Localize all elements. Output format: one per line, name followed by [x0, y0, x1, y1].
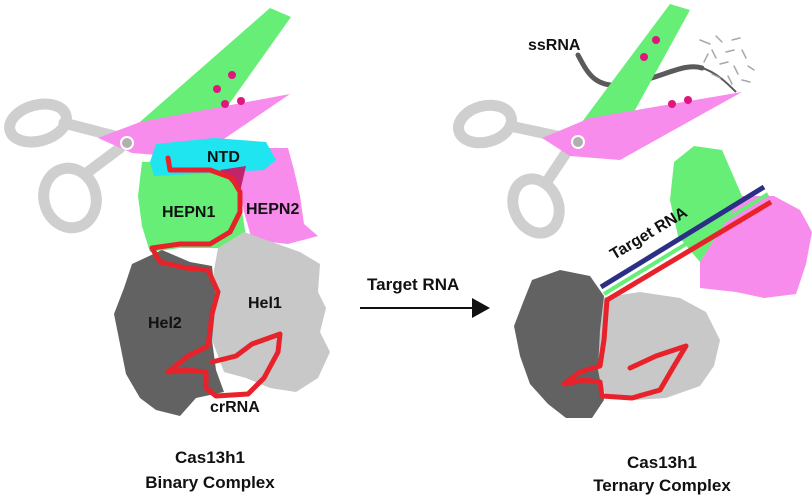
hel2-domain [114, 250, 224, 416]
duplex-crrna-strand [605, 199, 773, 303]
hel1-domain-right [596, 292, 720, 400]
hel2-domain-right [514, 270, 604, 418]
transition-label: Target RNA [367, 275, 459, 294]
pink-blade-left [98, 94, 290, 158]
binary-caption-line1: Cas13h1 [175, 448, 245, 467]
rna-fragments [699, 35, 755, 85]
blade-dots-left [213, 71, 245, 108]
binary-complex: NTD HEPN1 HEPN2 Hel1 Hel2 crRNA Cas13h1 … [4, 8, 330, 492]
hepn1-domain [138, 160, 246, 252]
green-blade-right [570, 4, 690, 152]
pink-blade-right [542, 92, 742, 160]
hel2-label: Hel2 [148, 315, 182, 332]
hepn2-label: HEPN2 [246, 201, 299, 218]
ternary-caption-line2: Ternary Complex [593, 476, 731, 495]
hepn2-domain-right [700, 196, 812, 298]
binary-caption-line2: Binary Complex [145, 473, 275, 492]
crrna-label: crRNA [210, 399, 260, 416]
ssrna-tail [701, 67, 737, 93]
green-blade-left [125, 8, 291, 152]
target-rna-strand [599, 184, 766, 290]
crrna-strand-right [561, 297, 689, 401]
crrna-strand-left [149, 155, 283, 399]
arrow-head [472, 298, 490, 318]
hel1-label: Hel1 [248, 295, 282, 312]
ternary-complex: ssRNA Target RNA Cas13h1 [453, 4, 812, 495]
duplex-green-strand [602, 192, 770, 296]
hepn1-label: HEPN1 [162, 204, 215, 221]
scissors-handles-right [453, 99, 574, 239]
blade-dots-right [640, 36, 692, 108]
ntd-label: NTD [207, 149, 240, 166]
scissors-pivot-right [571, 135, 585, 149]
ternary-caption-line1: Cas13h1 [627, 453, 697, 472]
ssrna-label: ssRNA [528, 37, 581, 54]
transition-arrow: Target RNA [360, 275, 490, 318]
scissors-handles-left [4, 98, 128, 234]
scissors-pivot-left [120, 136, 134, 150]
hepn2-domain [238, 148, 318, 244]
